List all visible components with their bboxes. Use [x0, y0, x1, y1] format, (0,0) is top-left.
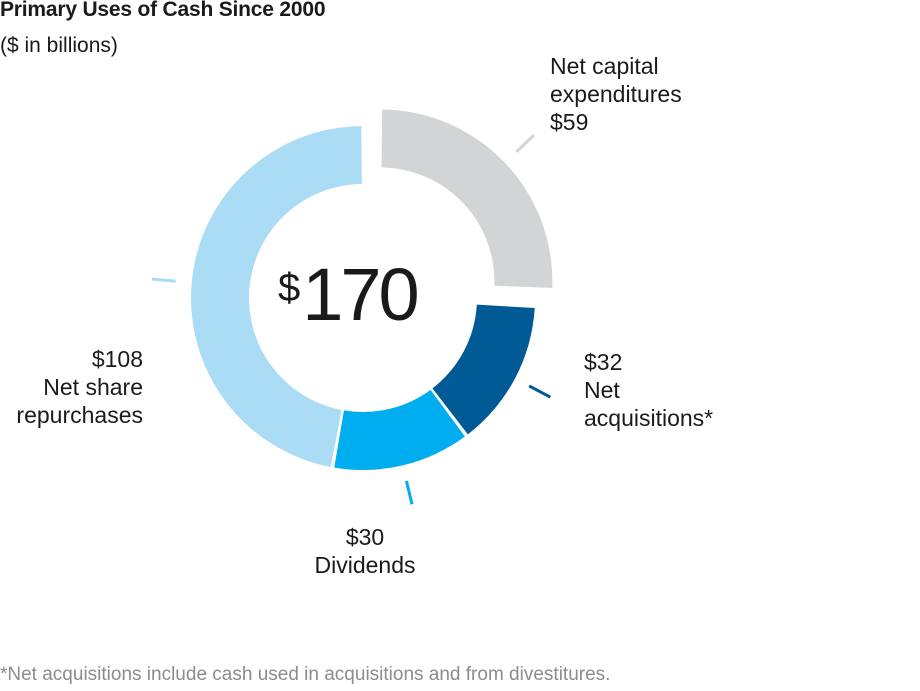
label-repurchases-value: $108	[91, 346, 143, 372]
chart-subtitle: ($ in billions)	[0, 34, 118, 57]
label-net-share-repurchases: $108 Net share repurchases	[0, 345, 143, 429]
label-acquisitions-line1: Net	[584, 377, 620, 403]
leader-line-acquisitions	[528, 384, 552, 399]
label-capex-line1: Net capital	[550, 53, 659, 79]
chart-title: Primary Uses of Cash Since 2000	[0, 0, 326, 21]
leader-line-capex	[515, 134, 535, 153]
slice-net-capital-expenditures	[381, 109, 553, 288]
slice-net-acquisitions	[432, 304, 535, 435]
leader-line-repurchases	[151, 277, 176, 283]
label-repurchases-line2: repurchases	[16, 402, 143, 428]
total-value: $170	[278, 252, 420, 337]
label-dividends-value: $30	[345, 524, 385, 550]
label-capex-line2: expenditures	[550, 81, 682, 107]
label-dividends: $30 Dividends	[295, 523, 435, 579]
donut-slices	[190, 109, 553, 470]
total-number: 170	[302, 253, 419, 336]
label-acquisitions-value: $32	[584, 349, 623, 375]
footnote: *Net acquisitions include cash used in a…	[0, 664, 611, 685]
total-currency: $	[278, 266, 301, 310]
label-net-capital-expenditures: Net capital expenditures $59	[550, 52, 682, 136]
label-acquisitions-line2: acquisitions*	[584, 405, 714, 431]
slice-net-share-repurchases	[190, 126, 362, 467]
label-repurchases-line1: Net share	[43, 374, 143, 400]
slice-dividends	[334, 389, 465, 470]
leader-lines	[151, 134, 552, 505]
leader-line-dividends	[404, 480, 414, 505]
label-capex-value: $59	[550, 109, 589, 135]
label-net-acquisitions: $32 Net acquisitions*	[584, 348, 713, 432]
label-dividends-line1: Dividends	[314, 552, 416, 578]
